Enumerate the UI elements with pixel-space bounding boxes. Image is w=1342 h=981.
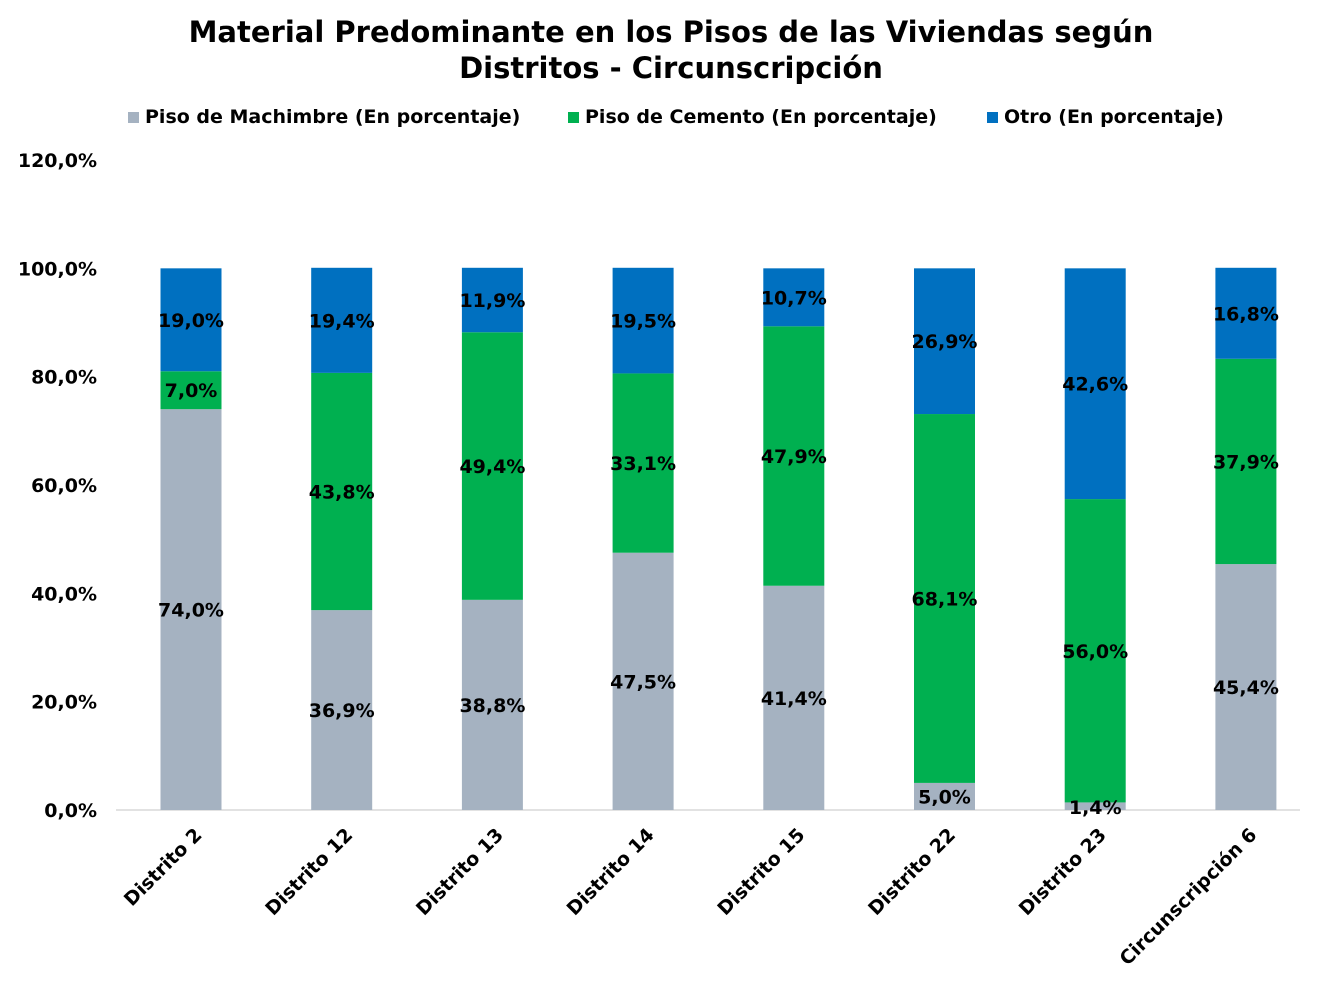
legend-swatch-otro (987, 111, 998, 123)
data-label-cemento: 68,1% (912, 588, 978, 610)
bar-machimbre (612, 552, 674, 810)
y-tick-label: 100,0% (18, 258, 97, 280)
data-label-otro: 19,0% (158, 310, 224, 332)
y-tick-label: 120,0% (18, 150, 97, 172)
x-tick-label: Distrito 22 (864, 824, 960, 920)
data-label-machimbre: 47,5% (610, 671, 676, 693)
legend-swatch-cemento (568, 111, 579, 123)
bar-otro (612, 267, 674, 374)
data-label-cemento: 7,0% (165, 380, 218, 402)
bar-otro (914, 268, 975, 415)
data-label-otro: 11,9% (459, 290, 525, 312)
data-label-otro: 10,7% (761, 287, 827, 309)
bar-otro (160, 268, 222, 372)
bar-otro (1064, 268, 1126, 500)
data-label-otro: 19,4% (309, 310, 375, 332)
legend-item-otro: Otro (En porcentaje) (987, 106, 1224, 128)
y-tick-label: 60,0% (31, 475, 97, 497)
data-label-machimbre: 45,4% (1213, 677, 1279, 699)
chart-title-line2: Distritos - Circunscripción (459, 51, 883, 85)
legend-item-cemento: Piso de Cemento (En porcentaje) (568, 106, 937, 128)
y-tick-label: 20,0% (31, 692, 97, 714)
y-tick-label: 0,0% (44, 800, 97, 822)
data-label-machimbre: 36,9% (309, 700, 375, 722)
bar-otro (461, 267, 523, 333)
chart-title-line1: Material Predominante en los Pisos de la… (188, 15, 1154, 49)
x-tick-label: Distrito 13 (412, 824, 508, 920)
chart-legend: Piso de Machimbre (En porcentaje) Piso d… (0, 106, 1342, 132)
x-tick-label: Distrito 12 (261, 824, 357, 920)
bar-machimbre (311, 610, 373, 810)
y-tick-label: 80,0% (31, 367, 97, 389)
x-tick-label: Distrito 2 (120, 824, 207, 911)
data-label-otro: 16,8% (1213, 303, 1279, 325)
legend-label-machimbre: Piso de Machimbre (En porcentaje) (145, 106, 521, 128)
bar-machimbre (763, 585, 825, 810)
bar-cemento (461, 332, 523, 600)
data-label-machimbre: 41,4% (761, 688, 827, 710)
bar-machimbre (160, 409, 222, 810)
bar-cemento (311, 372, 373, 611)
bar-cemento (1064, 499, 1126, 803)
x-tick-label: Distrito 15 (713, 824, 809, 920)
x-tick-label: Distrito 14 (563, 824, 659, 920)
legend-item-machimbre: Piso de Machimbre (En porcentaje) (128, 106, 520, 128)
data-label-cemento: 37,9% (1213, 451, 1279, 473)
bar-otro (311, 267, 373, 373)
bar-cemento (763, 326, 825, 586)
data-label-cemento: 47,9% (761, 446, 827, 468)
x-tick-label: Circunscripción 6 (1115, 824, 1261, 970)
data-label-otro: 42,6% (1062, 374, 1128, 396)
bar-otro (763, 268, 825, 327)
bar-cemento (160, 371, 222, 410)
bar-cemento (1215, 358, 1277, 565)
x-tick-label: Distrito 23 (1015, 824, 1111, 920)
data-label-machimbre: 5,0% (918, 786, 971, 808)
data-label-machimbre: 1,4% (1069, 797, 1122, 819)
bar-machimbre (1064, 802, 1126, 810)
data-label-otro: 26,9% (912, 331, 978, 353)
bar-machimbre (461, 599, 523, 810)
bar-machimbre (1215, 564, 1277, 810)
bar-machimbre (914, 782, 975, 810)
data-label-cemento: 43,8% (309, 482, 375, 504)
data-label-otro: 19,5% (610, 311, 676, 333)
chart-title: Material Predominante en los Pisos de la… (0, 14, 1342, 86)
legend-swatch-machimbre (128, 111, 139, 123)
legend-label-cemento: Piso de Cemento (En porcentaje) (585, 106, 937, 128)
bar-cemento (914, 414, 975, 783)
data-label-cemento: 33,1% (610, 453, 676, 475)
data-label-machimbre: 38,8% (459, 695, 525, 717)
y-tick-label: 40,0% (31, 583, 97, 605)
data-label-machimbre: 74,0% (158, 600, 224, 622)
bar-cemento (612, 373, 674, 553)
bar-otro (1215, 267, 1277, 359)
data-label-cemento: 56,0% (1062, 641, 1128, 663)
legend-label-otro: Otro (En porcentaje) (1004, 106, 1224, 128)
data-label-cemento: 49,4% (459, 456, 525, 478)
